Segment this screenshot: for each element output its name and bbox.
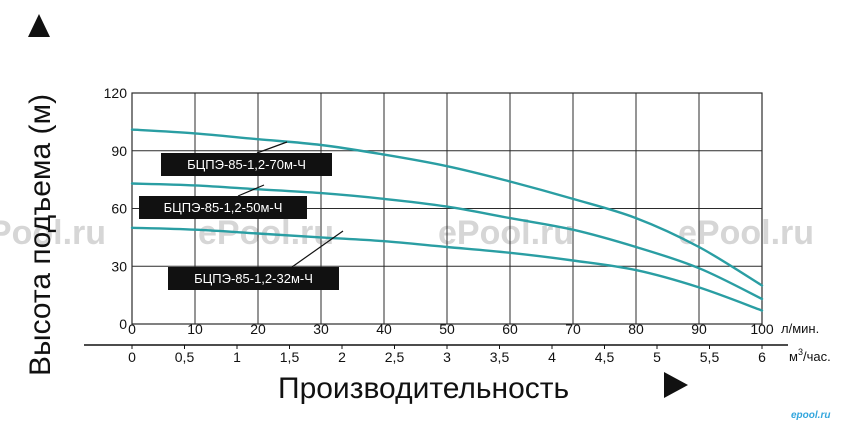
x-tick-label: 80 [628,321,644,337]
x2-tick-labels: 0 0,5 1 1,5 2 2,5 3 3,5 4 4,5 5 5,5 6 [128,345,766,365]
x-tick-labels: 0 10 20 30 40 50 60 70 80 90 100 [128,321,774,337]
x2-tick-label: 4,5 [595,349,615,365]
x-tick-label: 90 [691,321,707,337]
y-tick-label: 90 [111,143,127,159]
series-line-1 [130,128,764,287]
x2-unit-tail: /час. [803,349,831,364]
watermark-text: ePool.ru [438,214,574,252]
x-tick-label: 40 [376,321,392,337]
x2-tick-label: 5,5 [700,349,720,365]
x2-tick-label: 0 [128,349,136,365]
series-label-leaders [237,141,344,268]
y-tick-labels: 0 30 60 90 120 [104,85,128,332]
x-tick-label: 60 [502,321,518,337]
series-label-box [139,196,307,219]
x2-tick-label: 2,5 [385,349,405,365]
y-tick-label: 60 [111,201,127,217]
x-axis-title: Производительность [278,372,569,405]
x-unit-label: л/мин. [781,321,819,336]
x2-tick-label: 2 [338,349,346,365]
series-line-3 [130,226,764,312]
x-tick-label: 50 [439,321,455,337]
x2-unit-label: м3/час. [789,347,831,364]
watermark-text: ePool.ru [678,214,814,252]
series-label-text: БЦПЭ-85-1,2-50м-Ч [164,200,283,215]
x-tick-label: 100 [750,321,774,337]
x2-tick-label: 1,5 [280,349,300,365]
series-labels: БЦПЭ-85-1,2-70м-Ч БЦПЭ-85-1,2-50м-Ч БЦПЭ-8… [139,153,339,290]
x-tick-label: 70 [565,321,581,337]
x2-tick-label: 1 [233,349,241,365]
x2-unit-superscript: 3 [798,347,803,357]
x-tick-label: 30 [313,321,329,337]
series-line-2 [130,182,764,301]
x-axis-arrow-icon [664,372,688,398]
series-label-leader [237,184,265,197]
x2-tick-label: 3 [443,349,451,365]
y-tick-label: 30 [111,258,127,274]
series-label-leader [291,230,344,268]
x2-tick-label: 4 [548,349,556,365]
x-tick-label: 0 [128,321,136,337]
x2-tick-label: 3,5 [490,349,510,365]
series-label-box [161,153,332,176]
x2-tick-label: 5 [653,349,661,365]
y-axis-title: Высота подъема (м) [24,94,57,376]
series-lines [130,128,764,312]
x2-unit-base: м [789,349,798,364]
series-label-box [168,267,339,290]
series-label-leader [256,141,288,154]
credit-text: epool.ru [791,410,830,421]
x2-tick-label: 6 [758,349,766,365]
series-label-text: БЦПЭ-85-1,2-70м-Ч [187,157,306,172]
watermark-text: ePool.ru [0,214,106,252]
series-label-text: БЦПЭ-85-1,2-32м-Ч [194,271,313,286]
x-tick-label: 10 [187,321,203,337]
x2-tick-label: 0,5 [175,349,195,365]
y-axis-arrow-icon [28,14,50,37]
x-tick-label: 20 [250,321,266,337]
y-tick-label: 0 [119,316,127,332]
y-tick-label: 120 [104,85,128,101]
